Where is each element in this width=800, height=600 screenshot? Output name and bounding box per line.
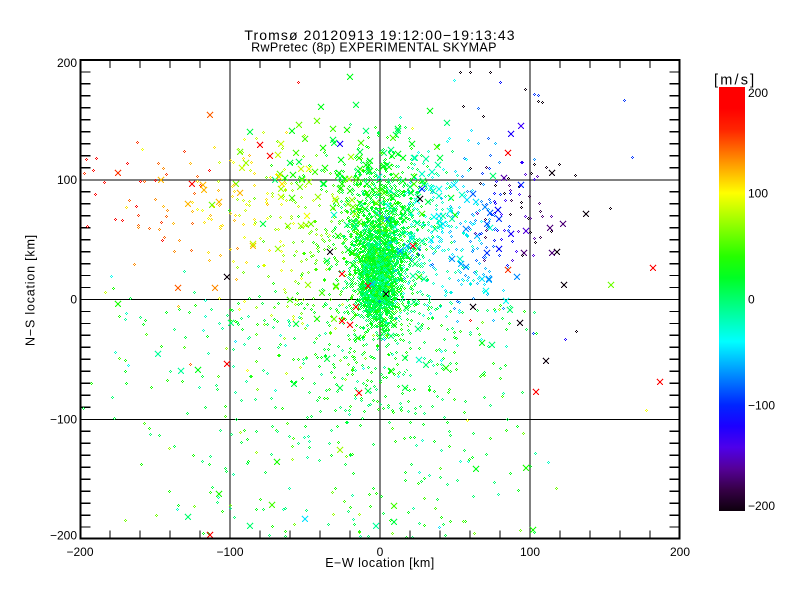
svg-text:RwPretec (8p) EXPERIMENTAL SKY: RwPretec (8p) EXPERIMENTAL SKYMAP [251,41,497,55]
svg-text:N−S location [km]: N−S location [km] [24,234,38,346]
svg-text:0: 0 [70,293,77,307]
svg-text:−200: −200 [748,499,775,513]
svg-text:200: 200 [748,86,768,100]
svg-text:−200: −200 [50,529,77,543]
svg-text:200: 200 [670,545,690,559]
svg-text:0: 0 [748,293,755,307]
svg-text:100: 100 [520,545,540,559]
svg-text:−100: −100 [50,412,77,426]
svg-text:[m/s]: [m/s] [714,73,756,89]
svg-text:100: 100 [748,187,768,201]
svg-text:Tromsø 20120913 19:12:00−19:13: Tromsø 20120913 19:12:00−19:13:43 [244,27,515,43]
svg-text:−100: −100 [216,545,243,559]
svg-text:100: 100 [57,173,77,187]
svg-text:200: 200 [57,56,77,70]
svg-text:E−W location [km]: E−W location [km] [325,556,435,570]
svg-text:−200: −200 [66,545,93,559]
svg-text:−100: −100 [748,399,775,413]
svg-text:0: 0 [377,545,384,559]
